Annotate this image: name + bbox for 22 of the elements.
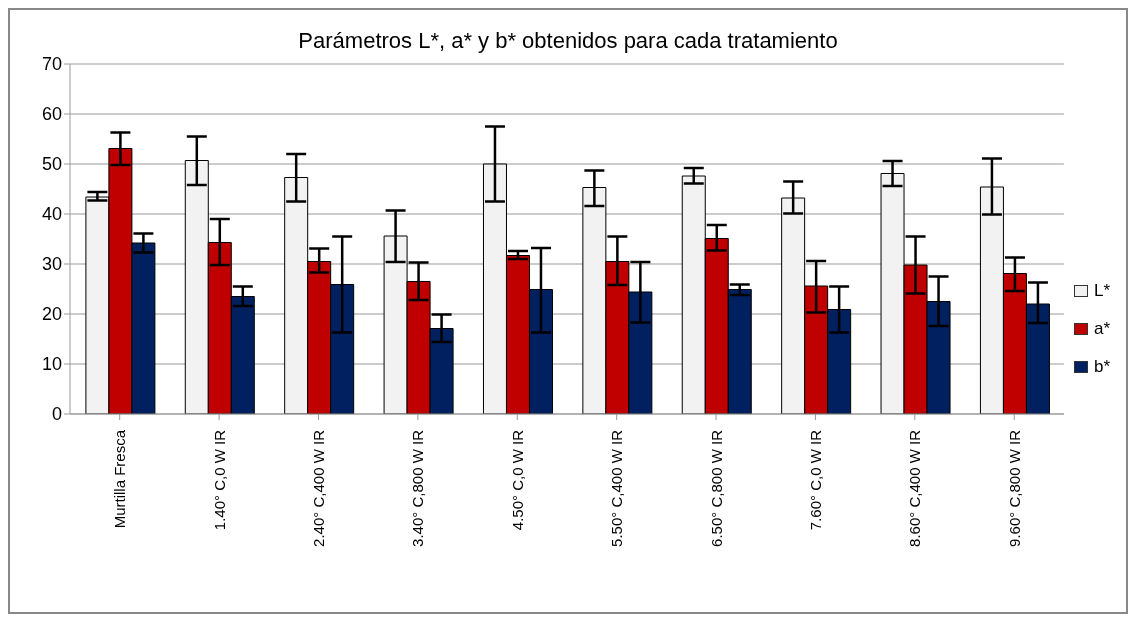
x-tick-label: 8.60° C,400 W IR — [906, 429, 924, 547]
x-tick-label: 2.40° C,400 W IR — [309, 429, 327, 547]
x-tick-label: 7.60° C,0 W IR — [806, 429, 824, 531]
text: L* — [1093, 281, 1110, 301]
x-tick-label: 6.50° C,800 W IR — [707, 429, 725, 547]
x-tick-label: 5.50° C,400 W IR — [608, 429, 626, 547]
chart-title: Parámetros L*, a* y b* obtenidos para cada tratamiento — [297, 28, 839, 54]
x-tick-label: Murtilla Fresca — [111, 429, 129, 529]
x-tick-label: 3.40° C,800 W IR — [409, 429, 427, 547]
x-tick-label: 9.60° C,800 W IR — [1005, 429, 1023, 547]
y-tick-label: 40 — [41, 204, 62, 225]
y-tick-label: 60 — [41, 104, 62, 125]
x-tick-label: 1.40° C,0 W IR — [210, 429, 228, 531]
y-tick-label: 70 — [41, 54, 62, 75]
y-tick-label: 30 — [41, 254, 62, 275]
y-tick-label: 50 — [41, 154, 62, 175]
legend-label: a* — [1093, 319, 1110, 339]
legend-label: b* — [1093, 357, 1110, 377]
y-tick-label: 0 — [51, 404, 62, 425]
y-tick-label: 10 — [41, 354, 62, 375]
x-tick-label: 4.50° C,0 W IR — [508, 429, 526, 531]
y-tick-label: 20 — [41, 304, 62, 325]
